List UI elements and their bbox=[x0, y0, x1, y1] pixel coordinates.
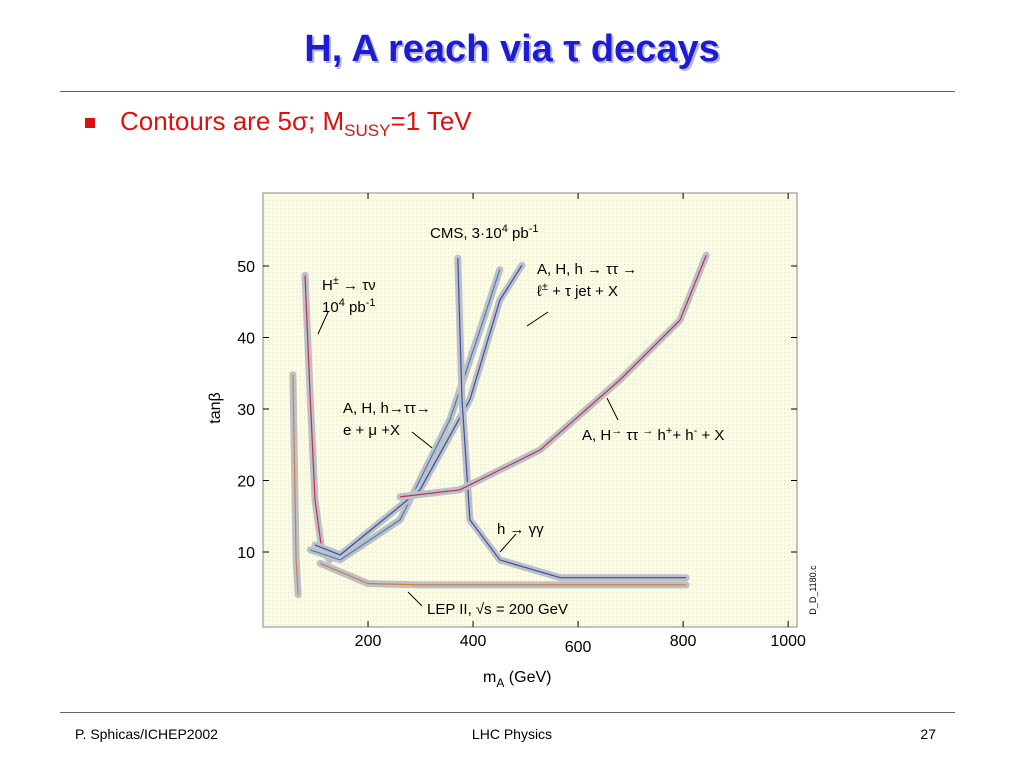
annotation-part: -1 bbox=[366, 297, 376, 309]
annotation-part: H bbox=[322, 277, 333, 294]
slide-title: H, A reach via τ decays bbox=[304, 28, 720, 70]
annotation-part: 4 bbox=[502, 223, 508, 235]
annotation: ℓ± + τ jet + X bbox=[537, 281, 618, 300]
annotation: LEP II, √s = 200 GeV bbox=[427, 601, 568, 618]
x-tick-label: 800 bbox=[670, 633, 697, 650]
stamp: D_D_1180.c bbox=[808, 565, 818, 615]
annotation-part: → τν bbox=[339, 277, 376, 294]
x-tick-label: 400 bbox=[460, 633, 487, 650]
footer-left: P. Sphicas/ICHEP2002 bbox=[75, 726, 218, 742]
annotation: A, H, h→ττ→ bbox=[343, 400, 431, 417]
y-tick-label: 10 bbox=[237, 545, 255, 562]
annotation-part: ± bbox=[333, 275, 339, 287]
bullet-sub: SUSY bbox=[344, 121, 391, 141]
bullet-marker bbox=[85, 118, 95, 128]
x-label-main: m bbox=[483, 669, 496, 686]
annotation: e + μ +X bbox=[343, 422, 400, 439]
annotation-part: ± bbox=[542, 281, 548, 293]
arrow bbox=[317, 311, 329, 335]
annotation-part: → bbox=[611, 425, 622, 437]
annotation-part: A, H, h → ττ → bbox=[537, 261, 637, 278]
annotation-part: ττ bbox=[622, 427, 642, 444]
annotation-part: CMS, 3·10 bbox=[430, 225, 502, 242]
footer-center: LHC Physics bbox=[471, 726, 553, 742]
annotation: H± → τν bbox=[322, 275, 376, 294]
annotation-part: 4 bbox=[339, 297, 345, 309]
annotation: A, H, h → ττ → bbox=[537, 261, 637, 278]
annotation: A, H→ ττ → h++ h- + X bbox=[582, 425, 724, 444]
annotation-part: + h bbox=[672, 427, 693, 444]
annotation-part: + τ jet + X bbox=[548, 283, 618, 300]
footer-right: 27 bbox=[920, 726, 936, 742]
x-tick-label: 1000 bbox=[770, 633, 806, 650]
bullet: Contours are 5σ; MSUSY=1 TeV bbox=[120, 106, 472, 141]
x-label-sub: A bbox=[496, 676, 504, 690]
annotation-part: + X bbox=[697, 427, 724, 444]
annotation-part: 10 bbox=[322, 299, 339, 316]
arrow bbox=[407, 591, 423, 607]
contour-line bbox=[310, 269, 501, 561]
annotation-part: pb bbox=[345, 299, 366, 316]
y-tick-label: 30 bbox=[237, 402, 255, 419]
annotation-part: → bbox=[642, 425, 653, 437]
arrow bbox=[526, 311, 549, 327]
arrow bbox=[499, 533, 517, 553]
annotation-part: h → γγ bbox=[497, 521, 544, 538]
bullet-text: Contours are 5σ; M bbox=[120, 106, 345, 136]
annotation-part: ℓ bbox=[537, 283, 542, 300]
contour-line bbox=[457, 258, 687, 579]
contour-line bbox=[292, 374, 687, 595]
arrows bbox=[317, 311, 619, 607]
annotation-part: - bbox=[694, 425, 698, 437]
x-axis-label: mA (GeV) bbox=[483, 669, 551, 690]
annotation-part: e + μ +X bbox=[343, 422, 400, 439]
footer-rule bbox=[60, 712, 955, 713]
annotation-part: A, H, h→ττ→ bbox=[343, 400, 431, 417]
contour-line bbox=[400, 255, 707, 498]
arrow bbox=[606, 397, 619, 421]
annotation: CMS, 3·104 pb-1 bbox=[430, 223, 538, 242]
annotation-part: LEP II, √s = 200 GeV bbox=[427, 601, 568, 618]
x-label-rest: (GeV) bbox=[504, 669, 551, 686]
chart: tanβ mA (GeV) D_D_1180.c 10 20 30 40 50 200 40… bbox=[207, 192, 818, 690]
x-tick-label: 600 bbox=[565, 639, 592, 656]
rule bbox=[60, 91, 955, 92]
bullet-rest: =1 TeV bbox=[390, 106, 472, 136]
y-tick-label: 50 bbox=[237, 259, 255, 276]
y-axis-label: tanβ bbox=[207, 392, 224, 423]
annotation: 104 pb-1 bbox=[322, 297, 375, 316]
annotation-part: pb bbox=[508, 225, 529, 242]
annotation-part: + bbox=[666, 425, 672, 437]
contour-line bbox=[314, 264, 523, 556]
annotation-part: h bbox=[653, 427, 666, 444]
annotation: h → γγ bbox=[497, 521, 544, 538]
y-tick-label: 20 bbox=[237, 474, 255, 491]
y-tick-label: 40 bbox=[237, 331, 255, 348]
x-tick-label: 200 bbox=[355, 633, 382, 650]
annotation-part: -1 bbox=[529, 223, 539, 235]
annotation-part: A, H bbox=[582, 427, 611, 444]
